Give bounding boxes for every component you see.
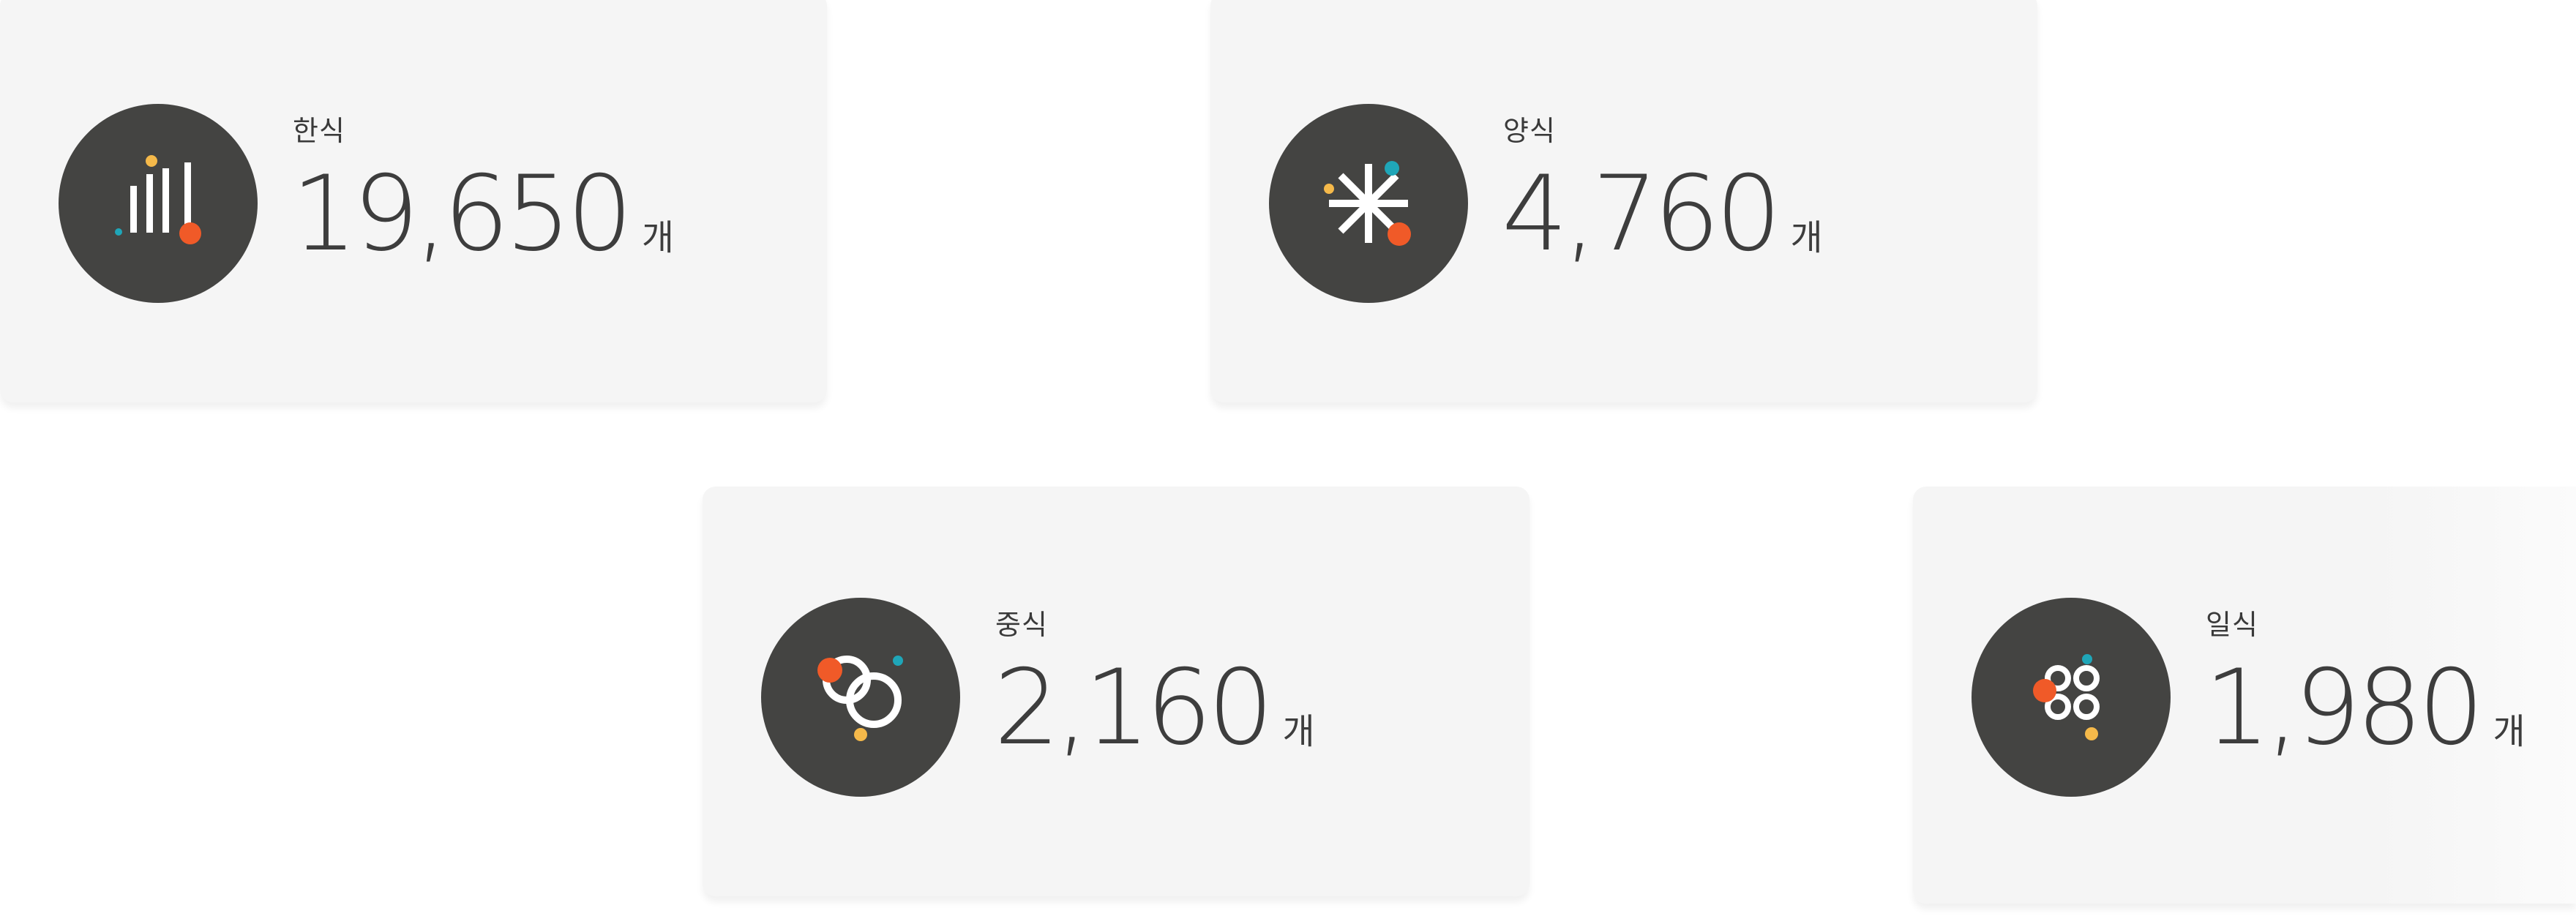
- stat-card-korean: 한식 19,650 개: [0, 0, 827, 402]
- count-row: 4,760 개: [1502, 162, 1823, 266]
- category-label: 한식: [293, 116, 345, 147]
- count-row: 2,160 개: [994, 656, 1315, 760]
- count-row: 19,650 개: [291, 162, 674, 266]
- stat-card-japanese: 일식 1,980 개: [1913, 487, 2576, 904]
- count-value: 1,980: [2204, 647, 2485, 768]
- count-row: 1,980 개: [2204, 656, 2526, 760]
- count-unit: 개: [641, 219, 675, 258]
- asterisk-icon: [1269, 104, 1468, 303]
- four-rings-icon: [1972, 598, 2171, 797]
- count-unit: 개: [1282, 713, 1315, 751]
- count-unit: 개: [1790, 219, 1823, 258]
- category-label: 중식: [995, 610, 1048, 641]
- count-value: 19,650: [291, 154, 633, 274]
- category-label: 일식: [2206, 610, 2258, 641]
- count-value: 4,760: [1502, 154, 1782, 274]
- bar-lines-icon: [59, 104, 258, 303]
- stat-card-chinese: 중식 2,160 개: [703, 487, 1530, 896]
- stat-card-western: 양식 4,760 개: [1210, 0, 2037, 402]
- category-label: 양식: [1503, 116, 1556, 147]
- count-unit: 개: [2493, 713, 2526, 751]
- linked-rings-icon: [761, 598, 960, 797]
- count-value: 2,160: [994, 647, 1274, 768]
